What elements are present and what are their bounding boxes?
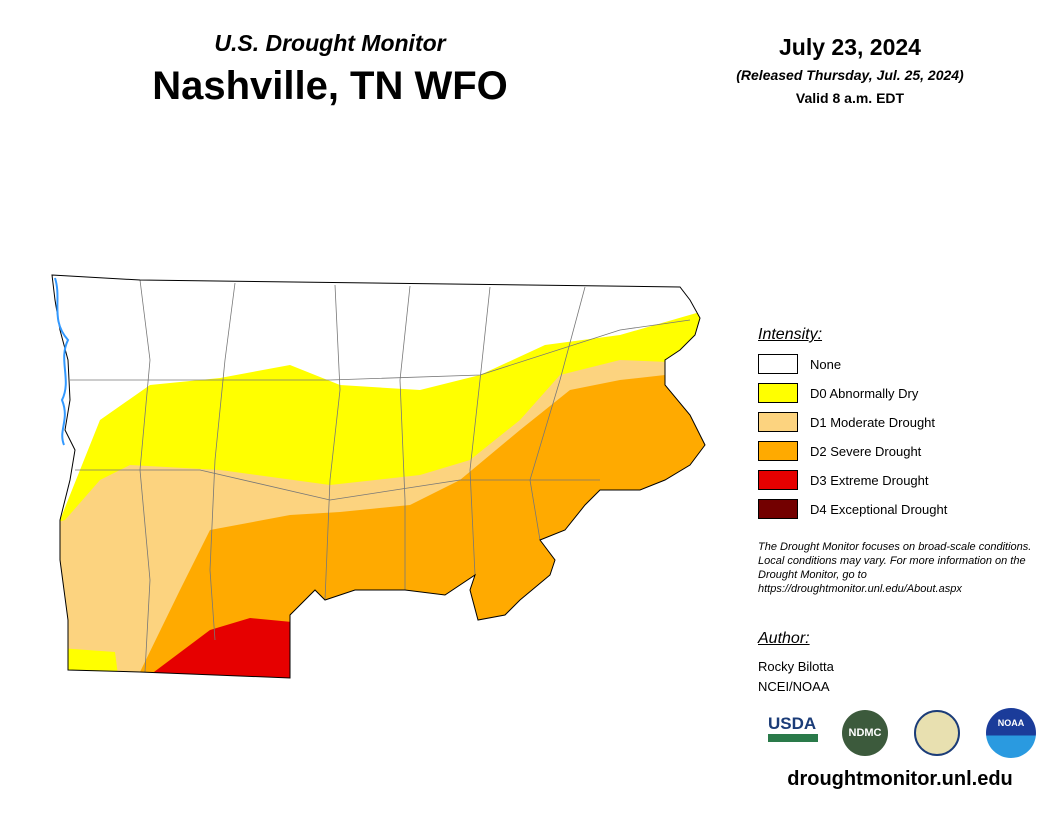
author-line: Rocky Bilotta: [758, 659, 834, 674]
legend-item: D0 Abnormally Dry: [758, 383, 1018, 405]
legend-swatch: [758, 441, 798, 461]
legend-swatch: [758, 354, 798, 374]
legend-swatch: [758, 383, 798, 403]
legend-label: D4 Exceptional Drought: [810, 502, 948, 517]
commerce-logo: [914, 710, 960, 756]
legend-title: Intensity:: [758, 326, 823, 343]
legend-item: D4 Exceptional Drought: [758, 499, 1018, 521]
map: [51, 274, 706, 679]
legend-swatch: [758, 499, 798, 519]
legend-label: D3 Extreme Drought: [810, 473, 929, 488]
legend-item: D2 Severe Drought: [758, 441, 1018, 463]
author-title: Author:: [758, 630, 810, 647]
legend-item: D1 Moderate Drought: [758, 412, 1018, 434]
author-line: NCEI/NOAA: [758, 679, 830, 694]
subtitle: U.S. Drought Monitor: [214, 30, 446, 56]
footer-url: droughtmonitor.unl.edu: [787, 768, 1013, 790]
ndmc-logo: NDMC: [842, 710, 888, 756]
date: July 23, 2024: [779, 34, 921, 60]
legend-label: D2 Severe Drought: [810, 444, 922, 459]
legend-swatch: [758, 412, 798, 432]
legend-label: D1 Moderate Drought: [810, 415, 936, 430]
legend-swatch: [758, 470, 798, 490]
legend-item: None: [758, 354, 1018, 376]
legend-item: D3 Extreme Drought: [758, 470, 1018, 492]
noaa-logo: NOAA: [986, 708, 1036, 758]
valid: Valid 8 a.m. EDT: [795, 90, 905, 106]
usda-logo: USDA: [768, 714, 818, 742]
released: (Released Thursday, Jul. 25, 2024): [736, 67, 964, 83]
note: The Drought Monitor focuses on broad-sca…: [758, 541, 1032, 595]
legend-label: None: [810, 357, 842, 372]
title: Nashville, TN WFO: [152, 64, 508, 108]
drought-areas: [52, 275, 705, 678]
author: Rocky Bilotta NCEI/NOAA: [758, 657, 834, 697]
legend-label: D0 Abnormally Dry: [810, 386, 919, 401]
